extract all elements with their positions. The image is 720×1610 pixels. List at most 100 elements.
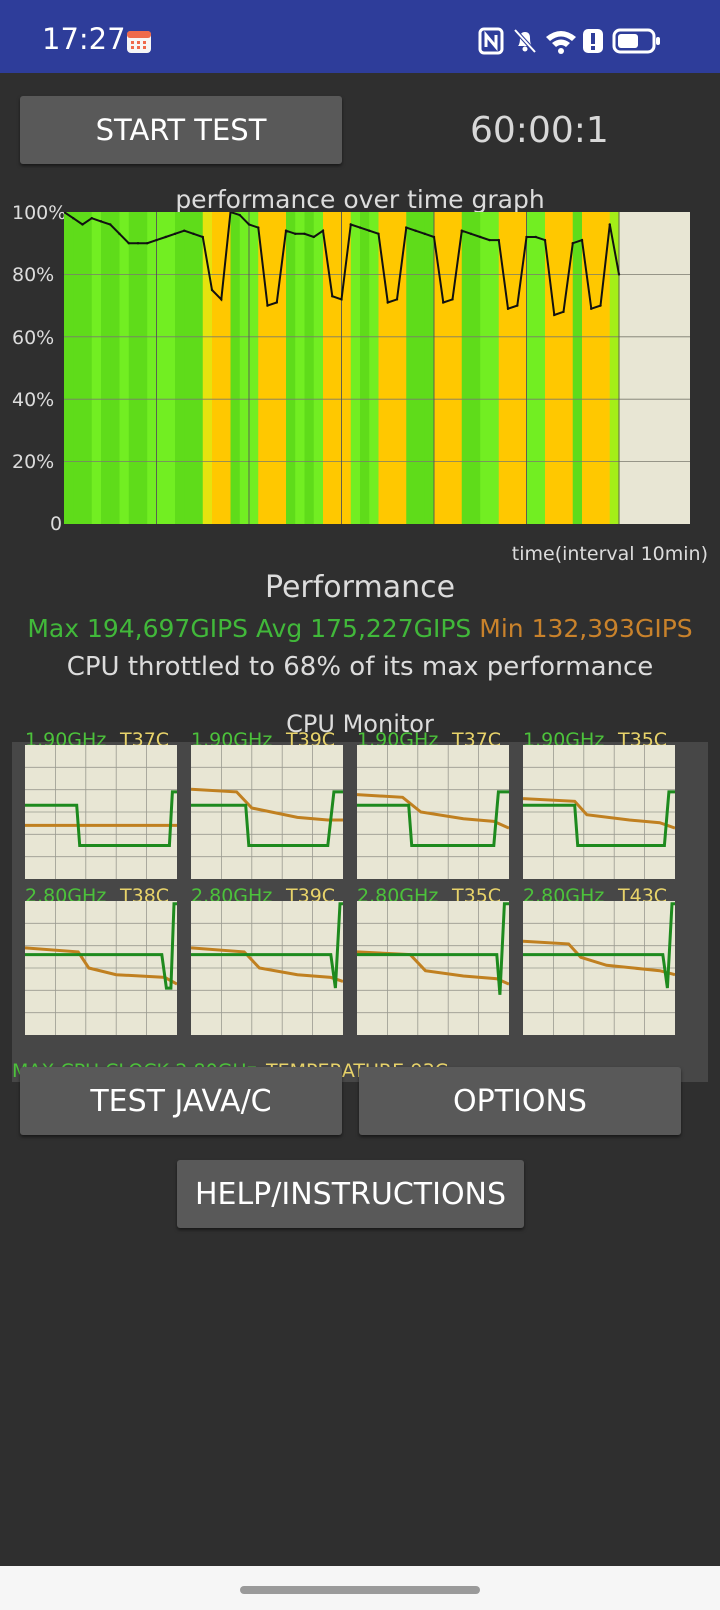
- performance-band: [610, 212, 620, 524]
- performance-point: [303, 233, 305, 235]
- performance-point: [479, 236, 481, 238]
- performance-band: [379, 212, 389, 524]
- core-graph: [523, 745, 675, 879]
- performance-band: [184, 212, 194, 524]
- performance-point: [285, 230, 287, 232]
- core-graph: [357, 901, 509, 1035]
- performance-point: [340, 298, 342, 300]
- performance-point: [128, 242, 130, 244]
- wifi-icon: [544, 27, 578, 55]
- performance-chart: [64, 212, 690, 524]
- performance-band: [92, 212, 102, 524]
- performance-band: [175, 212, 185, 524]
- performance-point: [451, 298, 453, 300]
- performance-point: [72, 217, 74, 219]
- performance-point: [248, 223, 250, 225]
- status-bar: 17:27: [0, 0, 720, 73]
- performance-point: [220, 298, 222, 300]
- performance-point: [331, 295, 333, 297]
- performance-band: [369, 212, 379, 524]
- performance-point: [609, 223, 611, 225]
- performance-point: [405, 226, 407, 228]
- performance-point: [183, 230, 185, 232]
- mute-icon: [512, 27, 538, 55]
- performance-point: [544, 239, 546, 241]
- performance-point: [470, 233, 472, 235]
- performance-point: [109, 223, 111, 225]
- performance-band: [194, 212, 204, 524]
- performance-band: [138, 212, 148, 524]
- performance-band: [388, 212, 398, 524]
- calendar-icon: [126, 28, 152, 54]
- performance-point: [414, 230, 416, 232]
- test-java-c-button[interactable]: TEST JAVA/C: [20, 1067, 342, 1135]
- performance-point: [257, 226, 259, 228]
- start-test-button[interactable]: START TEST: [20, 96, 342, 164]
- performance-point: [239, 214, 241, 216]
- core-graph: [25, 901, 177, 1035]
- performance-band: [64, 212, 74, 524]
- performance-band: [554, 212, 564, 524]
- performance-band: [305, 212, 315, 524]
- core-graph: [191, 745, 343, 879]
- cpu-monitor-panel: 1.90GHz T37C 1.90GHz T39C 1.90GHz T37C 1.90GHz…: [12, 742, 708, 1082]
- performance-point: [174, 233, 176, 235]
- performance-point: [535, 236, 537, 238]
- y-tick-40: 40%: [12, 389, 54, 411]
- performance-point: [618, 273, 620, 275]
- y-tick-60: 60%: [12, 327, 54, 349]
- performance-point: [192, 233, 194, 235]
- y-tick-80: 80%: [12, 264, 54, 286]
- performance-band: [249, 212, 259, 524]
- help-instructions-button[interactable]: HELP/INSTRUCTIONS: [177, 1160, 524, 1228]
- nfc-icon: [478, 27, 504, 55]
- y-tick-20: 20%: [12, 451, 54, 473]
- performance-band: [120, 212, 130, 524]
- performance-band: [508, 212, 518, 524]
- y-tick-100: 100%: [12, 202, 66, 224]
- performance-point: [377, 233, 379, 235]
- core-graph: [357, 745, 509, 879]
- performance-point: [81, 223, 83, 225]
- performance-band: [499, 212, 509, 524]
- performance-band: [286, 212, 296, 524]
- navigation-bar: [0, 1566, 720, 1610]
- core-graph: [523, 901, 675, 1035]
- performance-band: [157, 212, 167, 524]
- performance-point: [396, 298, 398, 300]
- performance-band: [517, 212, 527, 524]
- performance-band: [536, 212, 546, 524]
- performance-band: [462, 212, 472, 524]
- performance-point: [488, 239, 490, 241]
- performance-point: [276, 301, 278, 303]
- performance-band: [212, 212, 222, 524]
- performance-point: [322, 230, 324, 232]
- performance-band: [231, 212, 241, 524]
- performance-point: [368, 230, 370, 232]
- performance-point: [433, 236, 435, 238]
- battery-icon: [612, 27, 662, 55]
- performance-point: [100, 220, 102, 222]
- performance-point: [581, 239, 583, 241]
- performance-point: [516, 304, 518, 306]
- performance-band: [564, 212, 574, 524]
- throttle-text: CPU throttled to 68% of its max performa…: [0, 652, 720, 682]
- performance-point: [590, 308, 592, 310]
- performance-band: [480, 212, 490, 524]
- status-time: 17:27: [42, 22, 126, 56]
- performance-point: [525, 236, 527, 238]
- performance-point: [294, 233, 296, 235]
- graph-title: performance over time graph: [0, 185, 720, 214]
- performance-point: [155, 239, 157, 241]
- performance-band: [434, 212, 444, 524]
- performance-point: [553, 314, 555, 316]
- options-button[interactable]: OPTIONS: [359, 1067, 681, 1135]
- core-graph: [191, 901, 343, 1035]
- performance-heading: Performance: [0, 570, 720, 605]
- performance-band: [582, 212, 592, 524]
- home-gesture-handle[interactable]: [240, 1586, 480, 1594]
- alert-icon: [582, 27, 604, 55]
- performance-band: [351, 212, 361, 524]
- max-gips: Max 194,697GIPS: [27, 614, 248, 643]
- performance-band: [591, 212, 601, 524]
